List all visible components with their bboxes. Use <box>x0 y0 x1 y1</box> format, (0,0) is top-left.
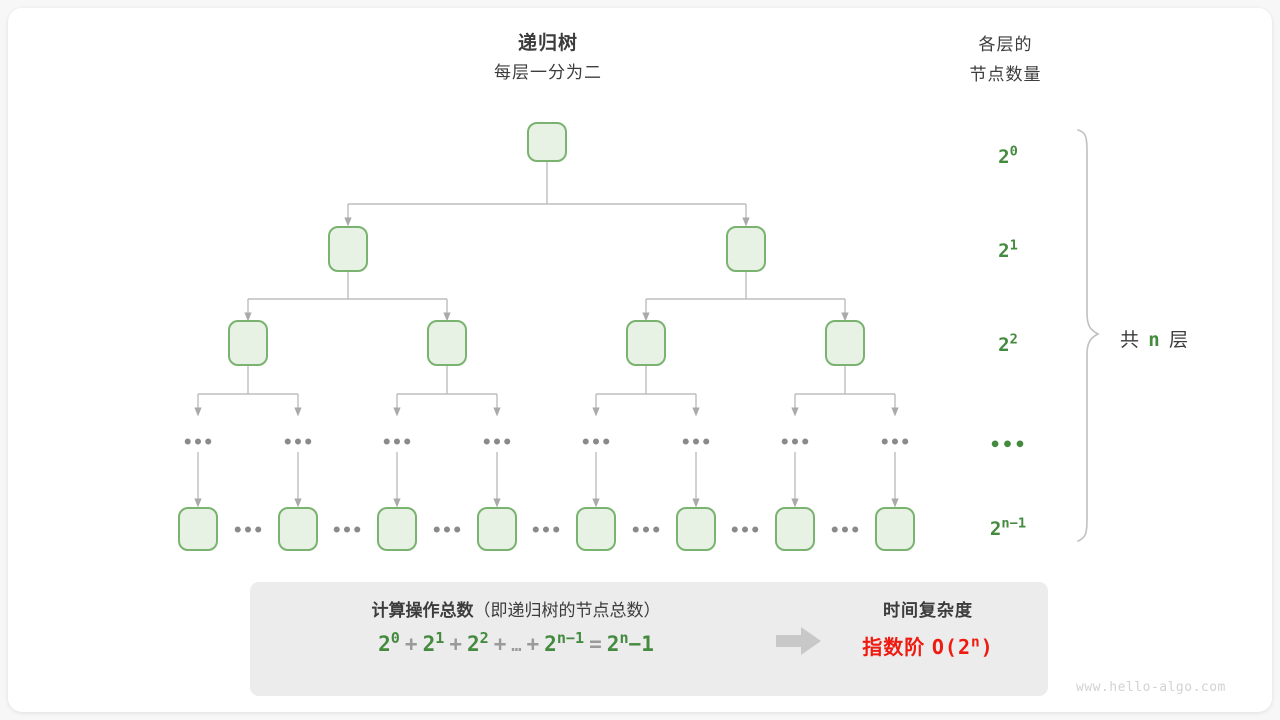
tree-ellipsis: ••• <box>681 433 712 453</box>
time-complexity-block: 时间复杂度 指数阶 O(2n) <box>816 596 1040 660</box>
tree-ellipsis: ••• <box>581 433 612 453</box>
diagram-card: 递归树 每层一分为二 各层的 节点数量 <box>8 8 1272 712</box>
tree-ellipsis: ••• <box>382 433 413 453</box>
formula-equals: = <box>589 632 602 656</box>
tree-node <box>278 507 318 551</box>
tree-node <box>477 507 517 551</box>
summary-panel: 计算操作总数（即递归树的节点总数） 20 +21 +22 +… +2n−1 = 2n−1 <box>250 582 1048 696</box>
tree-ellipsis: ••• <box>880 433 911 453</box>
tree-ellipsis: ••• <box>233 521 264 541</box>
time-complexity-value: 指数阶 O(2n) <box>816 631 1040 660</box>
total-layers-label: 共 n 层 <box>1120 329 1191 351</box>
level-count-last: 2n−1 <box>989 515 1027 540</box>
tree-node <box>377 507 417 551</box>
tree-ellipsis: ••• <box>332 521 363 541</box>
formula-term-last: 2n−1 <box>544 629 585 656</box>
operation-count-title-bold: 计算操作总数 <box>371 601 474 620</box>
node-count-header-line1: 各层的 <box>978 35 1033 54</box>
tree-node <box>626 320 666 366</box>
brace-icon <box>1077 129 1100 542</box>
tree-ellipsis: ••• <box>432 521 463 541</box>
operation-count-title: 计算操作总数（即递归树的节点总数） <box>266 596 766 626</box>
node-count-header-line2: 节点数量 <box>969 65 1042 84</box>
tree-ellipsis: ••• <box>730 521 761 541</box>
tree-node <box>726 226 766 272</box>
right-arrow-icon <box>776 627 821 655</box>
tree-ellipsis: ••• <box>482 433 513 453</box>
recursion-tree-graphic: ••• ••• ••• ••• ••• ••• ••• ••• ••• ••• … <box>178 122 915 551</box>
formula-term-0: 20 <box>378 629 400 656</box>
formula-term-2: 22 <box>466 629 489 656</box>
tree-node <box>328 226 368 272</box>
tree-node <box>825 320 865 366</box>
tree-node <box>527 122 567 162</box>
diagram-subtitle: 每层一分为二 <box>494 63 602 82</box>
formula-plus: + <box>526 632 540 656</box>
tree-ellipsis: ••• <box>780 433 811 453</box>
tree-node <box>775 507 815 551</box>
tree-ellipsis: ••• <box>283 433 314 453</box>
node-count-header: 各层的 节点数量 <box>908 30 1103 90</box>
tree-node <box>676 507 716 551</box>
level-count-0: 20 <box>998 143 1018 168</box>
operation-count-formula: 20 +21 +22 +… +2n−1 = 2n−1 <box>266 629 766 656</box>
level-count-ellipsis: ••• <box>989 434 1027 456</box>
tree-node <box>875 507 915 551</box>
time-complexity-title: 时间复杂度 <box>883 601 973 620</box>
tree-ellipsis: ••• <box>183 433 214 453</box>
operation-count-block: 计算操作总数（即递归树的节点总数） 20 +21 +22 +… +2n−1 = 2n−1 <box>266 596 766 656</box>
formula-plus: + <box>493 632 507 656</box>
diagram-title: 递归树 <box>517 33 578 54</box>
tree-node <box>427 320 467 366</box>
complexity-order-label: 指数阶 <box>862 637 926 659</box>
tree-node <box>178 507 218 551</box>
level-count-1: 21 <box>998 237 1018 262</box>
tree-ellipsis: ••• <box>631 521 662 541</box>
complexity-bigo: O(2n) <box>931 634 994 659</box>
tree-node <box>576 507 616 551</box>
diagram-title-block: 递归树 每层一分为二 <box>398 30 698 88</box>
levels-brace <box>1074 128 1108 553</box>
level-count-2: 22 <box>998 331 1018 356</box>
tree-ellipsis: ••• <box>830 521 861 541</box>
tree-ellipsis: ••• <box>531 521 562 541</box>
formula-plus: + <box>449 632 462 656</box>
tree-node <box>228 320 268 366</box>
total-layers-variable: n <box>1148 329 1162 351</box>
formula-ellipsis: … <box>511 635 522 655</box>
operation-count-title-rest: （即递归树的节点总数） <box>473 601 661 620</box>
watermark: www.hello-algo.com <box>1076 680 1226 695</box>
formula-result: 2n−1 <box>606 629 654 656</box>
formula-term-1: 21 <box>422 629 445 656</box>
formula-plus: + <box>404 632 418 656</box>
